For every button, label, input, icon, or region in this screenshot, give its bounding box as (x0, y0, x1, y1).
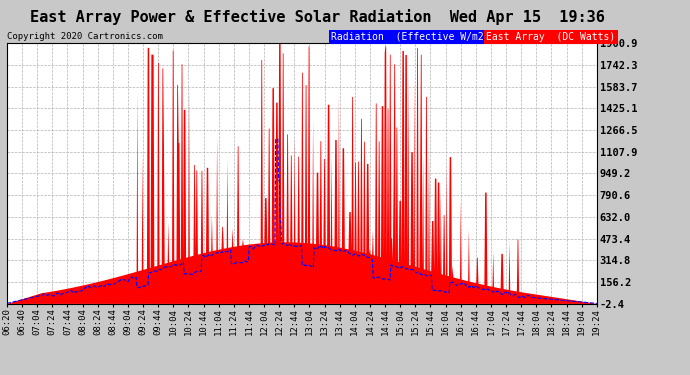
Text: Copyright 2020 Cartronics.com: Copyright 2020 Cartronics.com (7, 32, 163, 41)
Text: East Array Power & Effective Solar Radiation  Wed Apr 15  19:36: East Array Power & Effective Solar Radia… (30, 9, 605, 26)
Text: Radiation  (Effective W/m2): Radiation (Effective W/m2) (331, 32, 490, 42)
Text: East Array  (DC Watts): East Array (DC Watts) (486, 32, 615, 42)
